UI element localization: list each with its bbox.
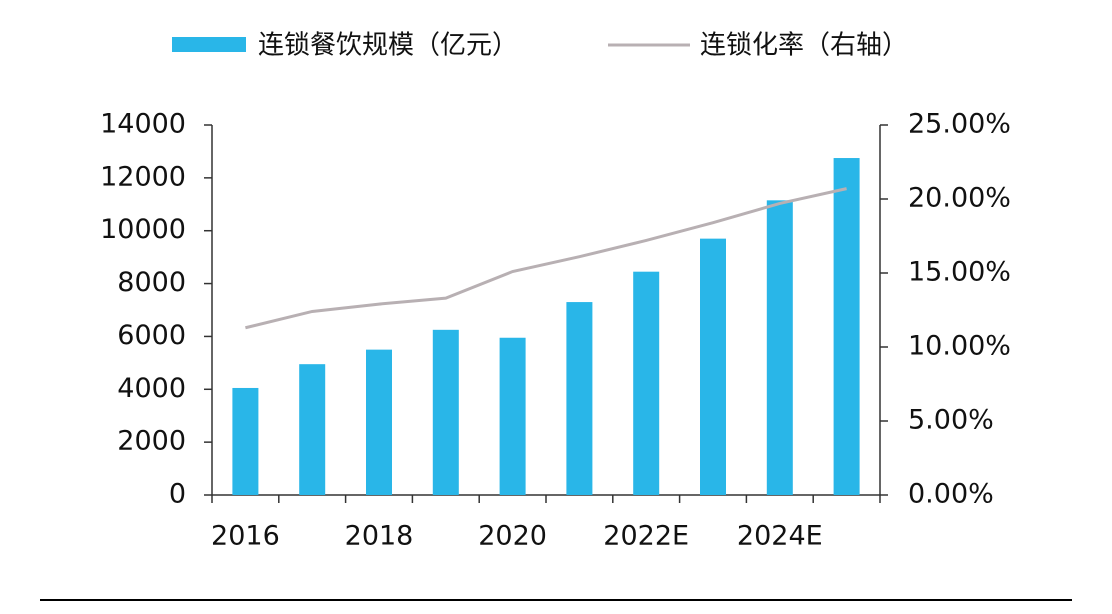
x-tick-label: 2022E bbox=[603, 521, 689, 552]
bar bbox=[766, 200, 793, 496]
y2-tick-label: 25.00% bbox=[908, 109, 1011, 140]
bar bbox=[566, 302, 593, 495]
y-tick-label: 6000 bbox=[117, 320, 186, 351]
y-tick-label: 2000 bbox=[117, 426, 186, 457]
x-tick-label: 2024E bbox=[737, 521, 823, 552]
x-tick-label: 2020 bbox=[478, 521, 547, 552]
x-tick-label: 2016 bbox=[211, 521, 280, 552]
y-tick-label: 14000 bbox=[100, 109, 186, 140]
legend-swatch bbox=[172, 37, 246, 52]
y-tick-label: 0 bbox=[169, 479, 186, 510]
y2-tick-label: 10.00% bbox=[908, 331, 1011, 362]
y2-tick-label: 5.00% bbox=[908, 405, 994, 436]
y-tick-label: 10000 bbox=[100, 214, 186, 245]
bar bbox=[700, 238, 726, 495]
legend-label: 连锁餐饮规模（亿元） bbox=[258, 31, 518, 61]
y-tick-label: 12000 bbox=[100, 161, 186, 192]
bar bbox=[833, 158, 860, 496]
bar bbox=[633, 271, 660, 495]
line bbox=[245, 187, 847, 330]
bar bbox=[299, 364, 326, 495]
bar bbox=[432, 329, 459, 495]
y-tick-label: 8000 bbox=[117, 267, 186, 298]
x-tick-label: 2018 bbox=[345, 521, 414, 552]
bar bbox=[499, 337, 526, 495]
y2-tick-label: 0.00% bbox=[908, 479, 994, 510]
y2-tick-label: 20.00% bbox=[908, 183, 1011, 214]
bar bbox=[232, 387, 259, 495]
legend-label: 连锁化率（右轴） bbox=[700, 31, 908, 61]
y-tick-label: 4000 bbox=[117, 373, 186, 404]
y2-tick-label: 15.00% bbox=[908, 257, 1011, 288]
bar bbox=[366, 349, 392, 495]
